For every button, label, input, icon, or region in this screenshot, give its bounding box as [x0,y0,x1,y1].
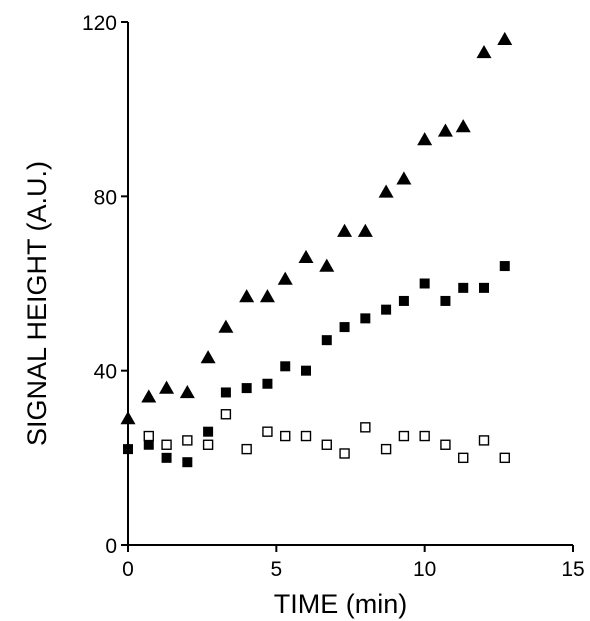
point-s1-14 [398,295,409,306]
point-s1-1 [143,439,154,450]
x-tick-label-15: 15 [561,558,584,581]
point-s2-16 [458,452,469,464]
point-s1-19 [499,261,510,272]
point-s0-0 [120,411,136,425]
point-s0-18 [476,45,492,59]
series-1-filled-square [123,261,510,468]
point-s2-18 [499,452,510,464]
point-s0-9 [298,249,314,263]
y-tick-label-0: 0 [105,535,117,558]
point-s2-9 [321,439,332,450]
point-s0-14 [396,171,412,185]
point-s0-12 [357,223,373,237]
point-s2-14 [419,430,430,442]
point-s1-10 [321,335,332,346]
point-s0-5 [218,319,234,333]
point-s1-17 [458,282,469,293]
point-s0-1 [141,389,157,403]
point-s1-11 [339,322,350,333]
point-s0-6 [239,289,255,303]
point-s0-4 [200,350,216,364]
point-s0-16 [437,123,453,137]
y-tick-label-120: 120 [82,12,117,35]
point-s2-0 [143,430,154,442]
data-marks [120,31,513,468]
x-tick-label-5: 5 [270,558,282,581]
point-s0-19 [497,31,513,46]
point-s0-8 [277,271,293,285]
point-s2-4 [220,409,232,420]
point-s1-2 [161,452,172,463]
point-s2-13 [398,430,410,442]
point-s0-15 [417,132,433,146]
x-axis-title: TIME (min) [274,589,407,619]
point-s0-17 [455,119,471,133]
point-s0-3 [179,384,195,399]
y-tick-label-40: 40 [94,361,117,384]
point-s1-18 [479,282,489,293]
point-s1-3 [182,457,193,468]
point-s2-1 [161,439,172,450]
point-s2-2 [182,435,193,446]
point-s2-15 [440,439,451,450]
point-s0-7 [259,289,275,303]
point-s2-5 [241,443,252,455]
x-tick-label-0: 0 [122,558,134,581]
point-s1-0 [123,444,133,455]
point-s1-6 [241,383,252,394]
x-tick-label-10: 10 [413,558,436,581]
point-s1-9 [301,365,311,376]
point-s2-7 [280,430,291,442]
point-s2-12 [380,443,392,455]
point-s0-11 [337,223,353,237]
point-s1-8 [280,361,291,372]
point-s1-15 [419,278,430,289]
point-s2-8 [300,430,312,442]
point-s1-5 [220,387,231,398]
series-0-filled-triangle [120,31,513,425]
point-s0-10 [319,258,335,272]
point-s0-13 [378,184,394,198]
point-s2-17 [478,435,490,446]
point-s0-2 [159,380,175,394]
y-axis-title: SIGNAL HEIGHT (A.U.) [22,161,52,446]
series-2-open-square [143,409,510,464]
y-tick-label-80: 80 [94,186,117,209]
point-s1-13 [381,304,392,315]
point-s1-16 [440,295,451,306]
point-s2-3 [202,439,214,450]
point-s1-4 [203,426,214,437]
point-s2-6 [262,426,273,437]
point-s1-7 [262,378,273,389]
axes: 0 5 10 15 0 40 80 120 [82,12,585,581]
point-s2-11 [360,422,371,433]
point-s1-12 [360,313,371,324]
point-s2-10 [339,448,350,459]
